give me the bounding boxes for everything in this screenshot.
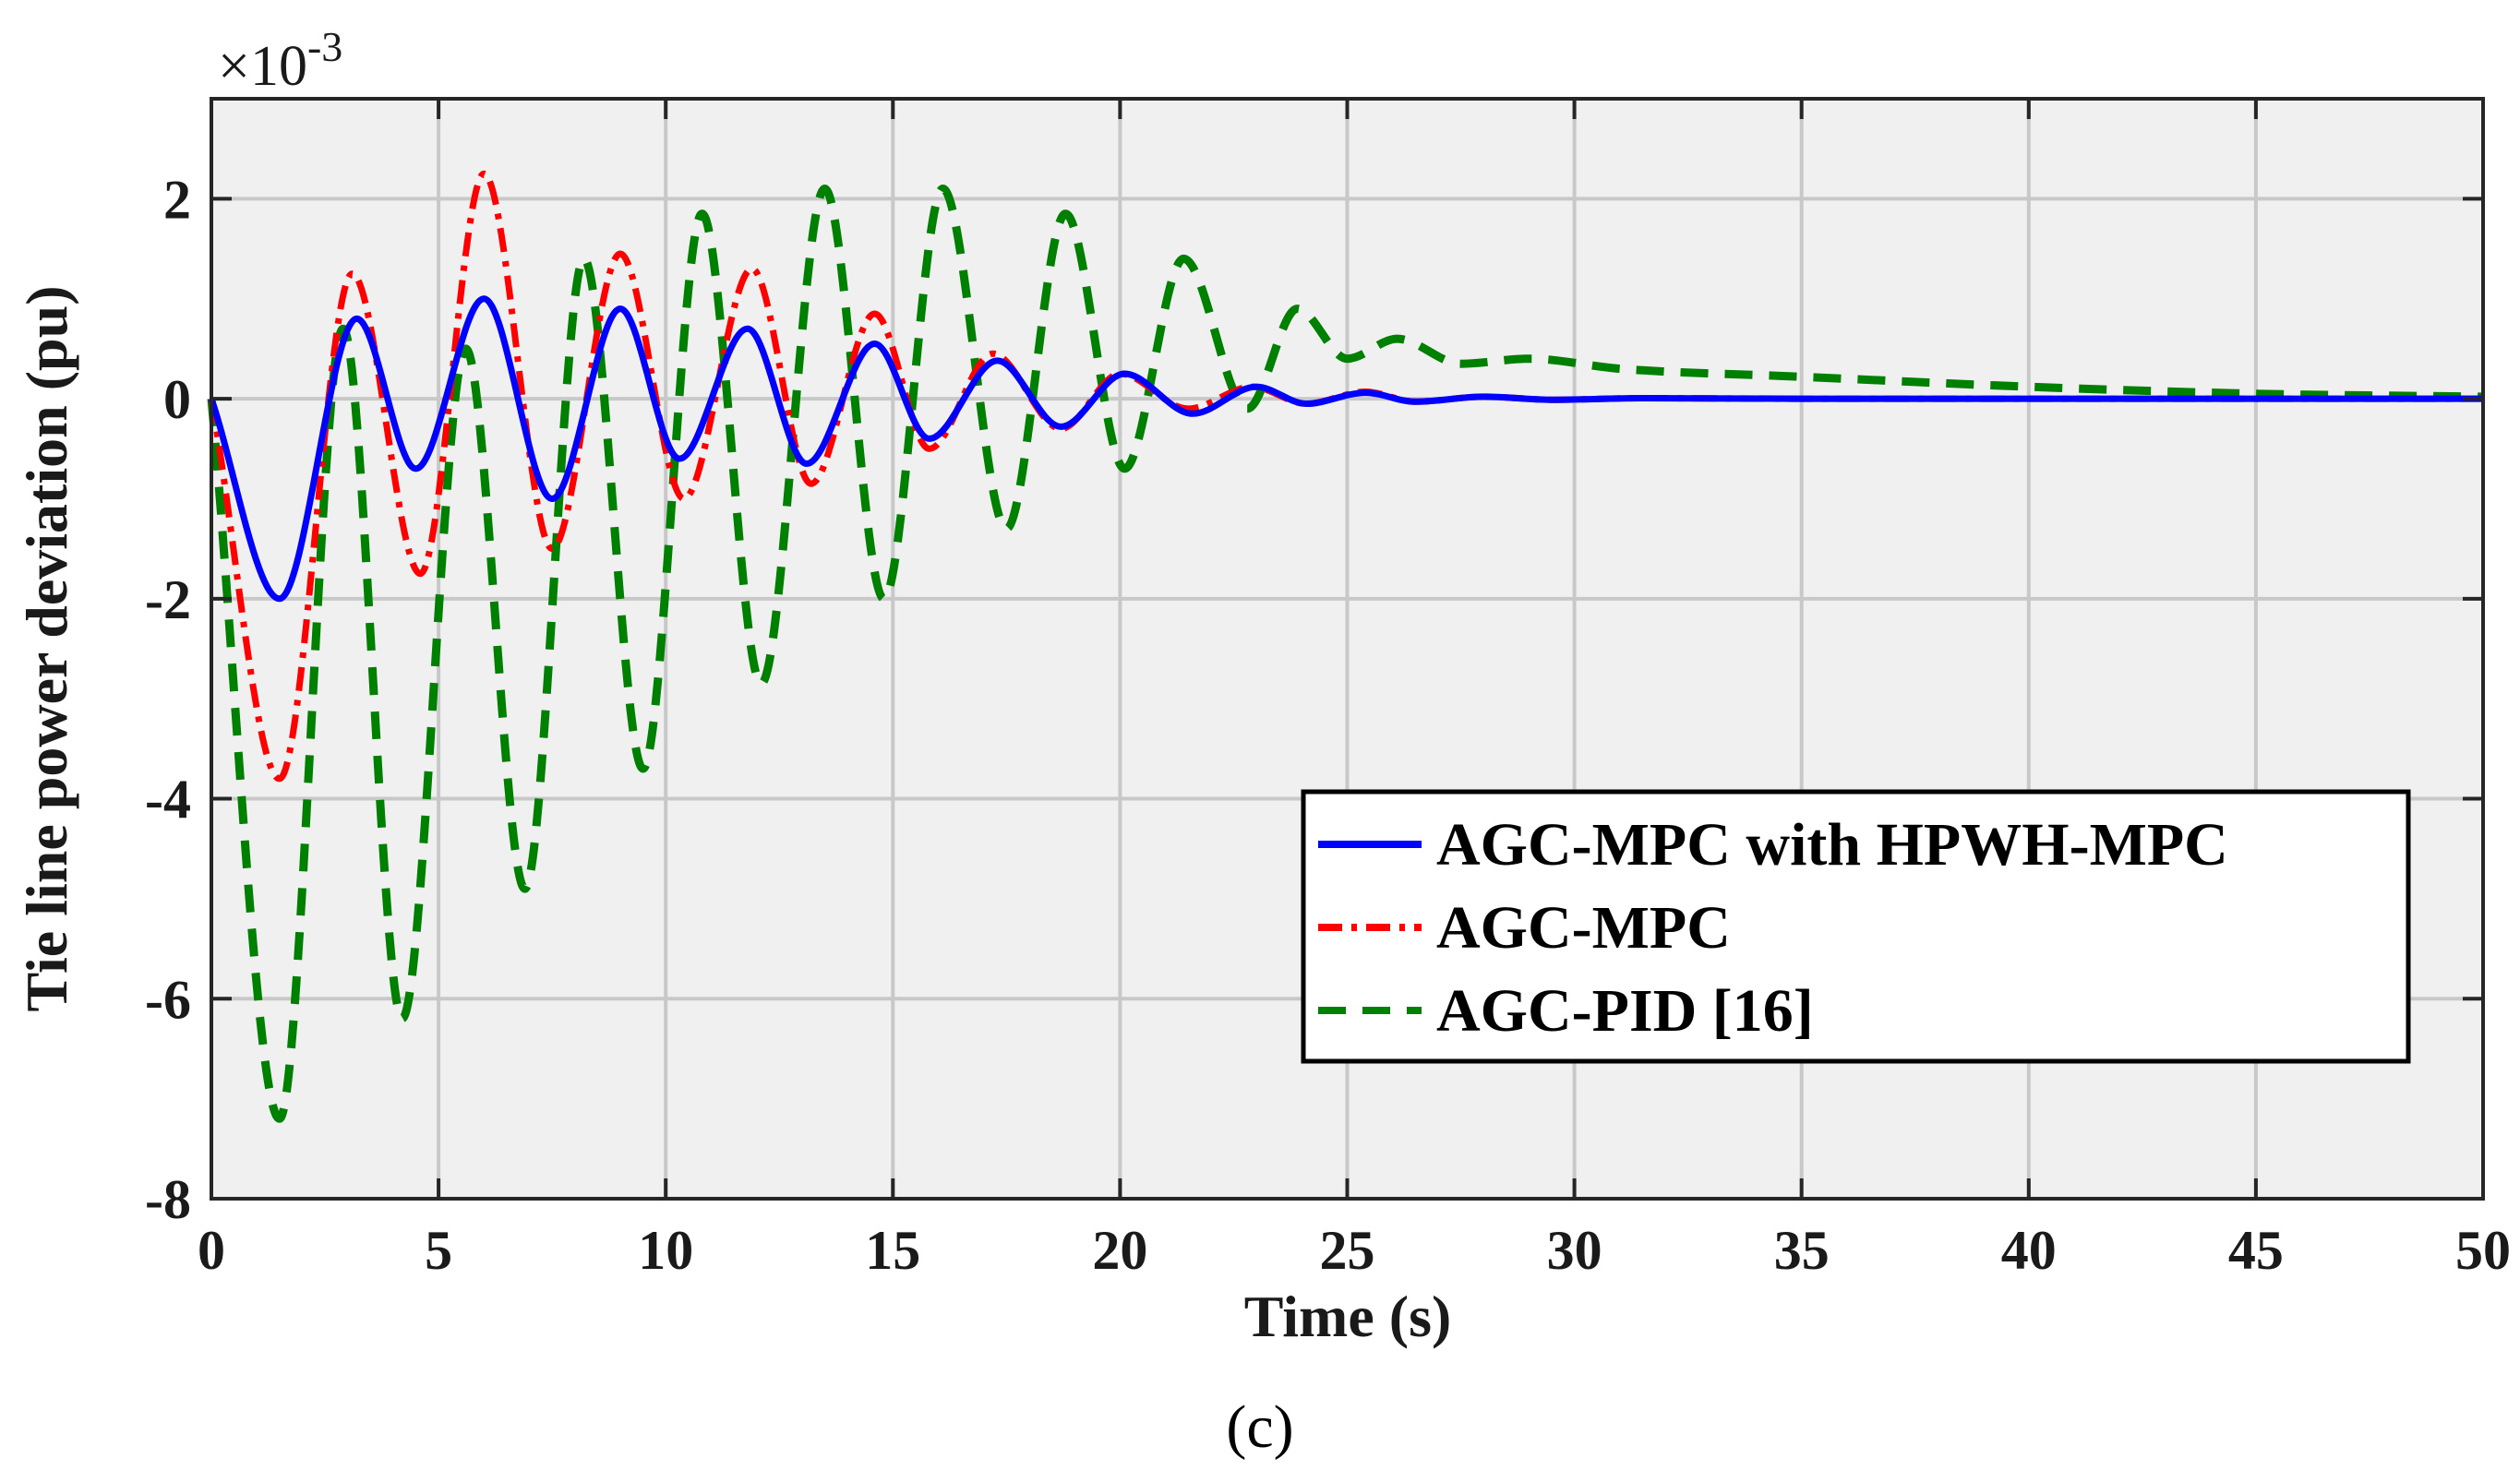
x-tick-label: 20 [1092, 1220, 1147, 1281]
legend-box [1301, 789, 2411, 1064]
legend: AGC-MPC with HPWH-MPC AGC-MPC AGC-PID [1… [1301, 789, 2411, 1064]
series-layer [207, 170, 2484, 1123]
x-tick-label: 30 [1547, 1220, 1602, 1281]
x-tick-labels: 0 5 10 15 20 25 30 35 40 45 50 [198, 1220, 2511, 1281]
y-tick-label: -2 [145, 569, 191, 630]
y-tick-label: -6 [145, 969, 191, 1030]
y-tick-label: -4 [145, 770, 191, 831]
x-tick-label: 50 [2455, 1220, 2511, 1281]
x-tick-label: 35 [1774, 1220, 1830, 1281]
x-tick-label: 0 [198, 1220, 225, 1281]
x-tick-label: 25 [1320, 1220, 1375, 1281]
ticks [210, 99, 2485, 1201]
series-agc-mpc [208, 170, 2483, 783]
y-exponent-label: ×10-3 [218, 23, 342, 98]
y-tick-label: 2 [163, 169, 191, 230]
x-tick-label: 10 [638, 1220, 693, 1281]
series-agc-pid [207, 185, 2484, 1123]
series-agc-mpc-hpwh-mpc [208, 295, 2483, 603]
y-exponent-base: ×10 [218, 35, 307, 98]
y-tick-label: 0 [163, 369, 191, 430]
x-tick-label: 5 [425, 1220, 452, 1281]
figure-caption: (c) [1226, 1393, 1293, 1461]
y-axis-label: Tie line power deviation (pu) [14, 285, 79, 1011]
x-tick-label: 45 [2228, 1220, 2284, 1281]
legend-label-agc-mpc: AGC-MPC [1436, 894, 1731, 962]
y-tick-label: -8 [145, 1169, 191, 1230]
y-tick-labels: -8 -6 -4 -2 0 2 [145, 169, 191, 1230]
legend-label-agc-mpc-hpwh: AGC-MPC with HPWH-MPC [1436, 811, 2228, 878]
legend-label-agc-pid: AGC-PID [16] [1436, 977, 1814, 1045]
x-axis-label: Time (s) [1244, 1284, 1452, 1349]
x-tick-label: 15 [865, 1220, 920, 1281]
x-tick-label: 40 [2001, 1220, 2057, 1281]
y-exponent-power: -3 [307, 23, 342, 70]
